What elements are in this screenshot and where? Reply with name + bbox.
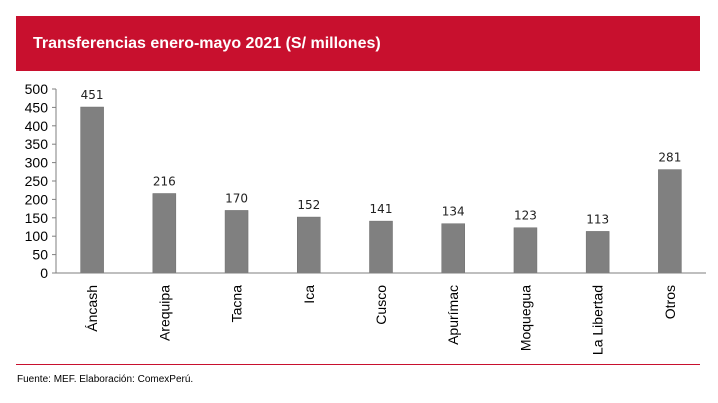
bar-value-label: 216 <box>153 175 176 189</box>
y-tick-label: 100 <box>25 228 49 244</box>
x-tick-label: Apurímac <box>445 285 461 345</box>
x-tick-label: Moquegua <box>517 285 533 351</box>
y-tick-label: 250 <box>25 173 49 189</box>
bar-value-label: 123 <box>514 209 537 223</box>
chart-header-bar: Transferencias enero-mayo 2021 (S/ millo… <box>16 16 700 71</box>
x-tick-label: Tacna <box>229 285 245 323</box>
bar-ica <box>297 216 321 274</box>
y-tick-label: 0 <box>40 265 48 281</box>
y-tick-label: 50 <box>32 247 48 263</box>
y-tick-label: 500 <box>25 81 49 97</box>
y-tick-label: 350 <box>25 136 49 152</box>
y-tick-label: 150 <box>25 210 49 226</box>
bar-value-label: 170 <box>225 191 248 205</box>
x-tick-label: Arequipa <box>156 285 172 341</box>
bar-value-label: 113 <box>586 212 609 226</box>
x-axis: Áncash Arequipa Tacna Ica Cusco Apurímac Moque… <box>56 272 706 355</box>
x-tick-label: Cusco <box>373 285 389 325</box>
bar-la-libertad <box>585 231 610 274</box>
bar-value-label: 134 <box>442 205 465 219</box>
bar-áncash <box>80 106 104 274</box>
y-tick-label: 200 <box>25 191 49 207</box>
x-tick-label: La Libertad <box>590 285 606 355</box>
bar-value-label: 451 <box>81 88 104 102</box>
data-labels: 451 216 170 152 141 134 123 113 281 <box>81 88 682 226</box>
bar-value-label: 141 <box>370 202 393 216</box>
y-tick-label: 300 <box>25 155 49 171</box>
bar-moquegua <box>513 227 538 274</box>
chart-title: Transferencias enero-mayo 2021 (S/ millo… <box>33 35 381 52</box>
y-tick-label: 450 <box>25 99 49 115</box>
bar-apurímac <box>441 223 465 274</box>
x-tick-label: Áncash <box>84 285 100 332</box>
bar-cusco <box>369 220 393 274</box>
x-tick-label: Ica <box>301 285 317 304</box>
bar-arequipa <box>152 193 177 274</box>
source-note: Fuente: MEF. Elaboración: ComexPerú. <box>17 374 194 385</box>
y-tick-label: 400 <box>25 118 49 134</box>
bar-value-label: 152 <box>297 198 320 212</box>
bar-otros <box>658 169 682 274</box>
x-tick-label: Otros <box>662 285 678 319</box>
y-axis: 0 50 100 150 200 250 300 350 400 450 500 <box>25 81 57 281</box>
bars <box>80 106 682 274</box>
footer-divider <box>16 364 700 365</box>
bar-tacna <box>224 210 249 274</box>
bar-value-label: 281 <box>658 151 681 165</box>
